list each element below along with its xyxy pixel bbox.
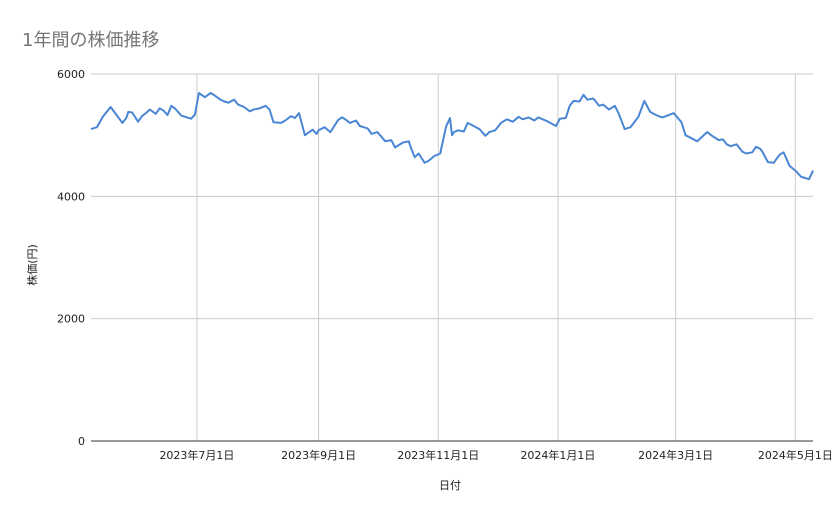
x-tick-label: 2024年1月1日 <box>520 448 595 462</box>
x-tick-label: 2024年5月1日 <box>758 448 833 462</box>
series-line <box>90 92 814 181</box>
y-tick-label: 6000 <box>57 68 85 81</box>
grid <box>91 73 813 441</box>
y-tick-label: 2000 <box>57 313 85 326</box>
x-tick-label: 2024年3月1日 <box>638 448 713 462</box>
x-axis-ticks: 2023年7月1日 2023年9月1日 2023年11月1日 2024年1月1日 202… <box>159 448 832 462</box>
x-axis-title: 日付 <box>439 479 461 492</box>
chart-title: 1年間の株価推移 <box>22 30 159 51</box>
y-axis-ticks: 0 2000 4000 6000 <box>57 68 85 448</box>
y-tick-label: 4000 <box>57 190 85 203</box>
x-tick-label: 2023年9月1日 <box>281 448 356 462</box>
y-tick-label: 0 <box>78 435 85 448</box>
x-tick-label: 2023年7月1日 <box>159 448 234 462</box>
x-tick-label: 2023年11月1日 <box>397 448 479 462</box>
y-axis-title: 株価(円) <box>25 244 39 286</box>
